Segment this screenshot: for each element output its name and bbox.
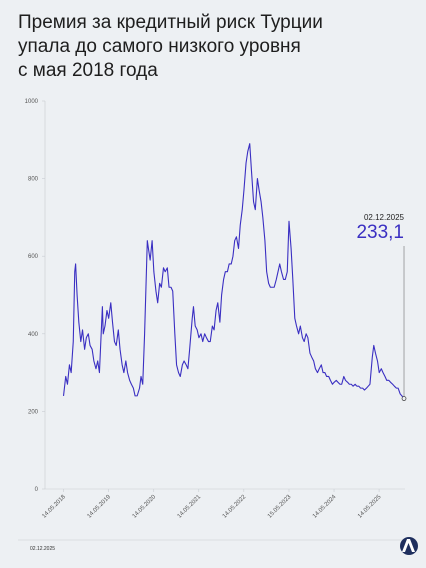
y-tick-label: 200 bbox=[28, 409, 39, 415]
chart-title: с мая 2018 года bbox=[18, 60, 158, 81]
chart-title: упала до самого низкого уровня bbox=[18, 36, 301, 57]
annotation-date: 02.12.2025 bbox=[364, 213, 405, 222]
x-tick-label: 15.05.2023 bbox=[267, 494, 293, 520]
y-tick-label: 600 bbox=[28, 254, 39, 260]
end-marker bbox=[401, 396, 407, 401]
y-tick-label: 1000 bbox=[25, 99, 39, 105]
series-line bbox=[62, 143, 405, 399]
x-tick-label: 14.05.2020 bbox=[132, 494, 158, 520]
annotation-value: 233,1 bbox=[356, 222, 404, 243]
chart-title: Премия за кредитный риск Турции bbox=[18, 12, 323, 33]
title-block: Премия за кредитный риск Турции упала до … bbox=[18, 12, 323, 81]
x-tick-label: 14.05.2019 bbox=[86, 494, 112, 520]
logo bbox=[400, 537, 418, 555]
x-tick-label: 14.05.2018 bbox=[41, 494, 67, 520]
x-tick-label: 14.05.2021 bbox=[177, 494, 203, 520]
x-tick-label: 14.05.2025 bbox=[357, 494, 383, 520]
y-tick-label: 0 bbox=[35, 487, 39, 493]
y-tick-label: 400 bbox=[28, 332, 39, 338]
x-tick-label: 14.05.2024 bbox=[312, 494, 338, 520]
footer-date: 02.12.2025 bbox=[30, 546, 55, 552]
x-tick-label: 14.05.2022 bbox=[222, 494, 248, 520]
y-tick-label: 800 bbox=[28, 177, 39, 183]
